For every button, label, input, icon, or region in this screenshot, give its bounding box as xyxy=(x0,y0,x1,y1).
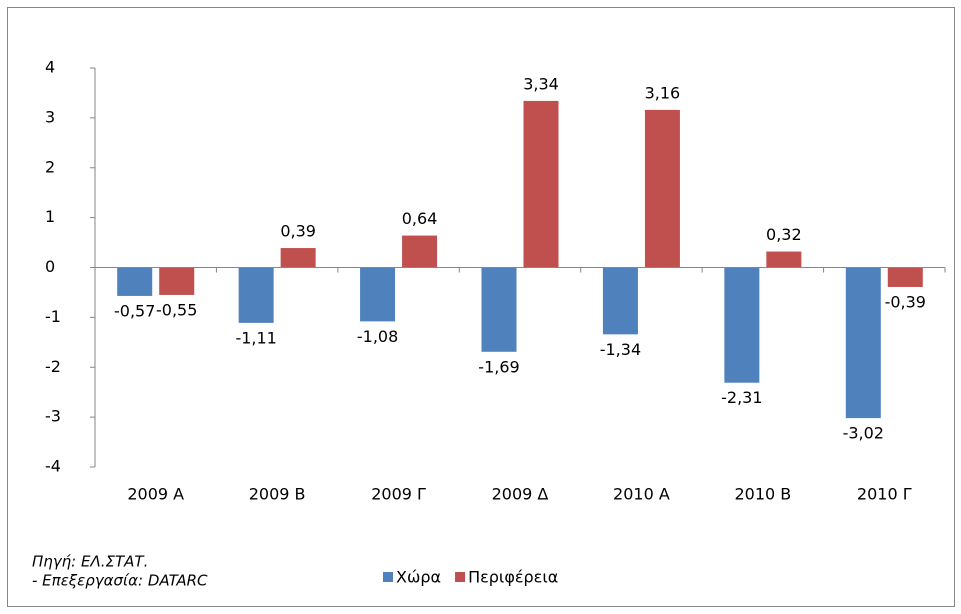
processing-note: - Επεξεργασία: DATARC xyxy=(32,572,208,590)
x-tick-label: 2010 Α xyxy=(613,485,670,504)
x-tick-label: 2009 Β xyxy=(249,485,306,504)
value-label: -1,69 xyxy=(478,357,519,376)
bar xyxy=(238,267,274,323)
bar xyxy=(602,267,638,335)
y-tick-label: -2 xyxy=(45,357,61,376)
legend-label: Περιφέρεια xyxy=(468,568,558,587)
bar xyxy=(766,251,802,268)
value-label: -2,31 xyxy=(721,388,762,407)
value-label: -3,02 xyxy=(843,424,884,443)
bar xyxy=(644,109,680,268)
source-note: Πηγή: ΕΛ.ΣΤΑΤ. xyxy=(32,553,148,571)
bar xyxy=(887,267,923,287)
bar xyxy=(724,267,760,383)
x-tick-label: 2009 Α xyxy=(127,485,184,504)
bar xyxy=(845,267,881,419)
value-label: -0,39 xyxy=(885,292,926,311)
bar xyxy=(280,248,316,268)
bar xyxy=(523,100,559,268)
chart-frame xyxy=(7,7,955,607)
legend-swatch xyxy=(455,572,466,582)
y-tick-label: 4 xyxy=(45,58,55,77)
x-tick-label: 2009 Δ xyxy=(492,485,549,504)
y-tick-label: 0 xyxy=(45,257,55,276)
value-label: -0,57 xyxy=(114,301,155,320)
value-label: 3,16 xyxy=(645,83,681,102)
value-label: -0,55 xyxy=(156,300,197,319)
legend-swatch xyxy=(383,572,393,582)
bar xyxy=(360,267,396,322)
value-label: -1,11 xyxy=(235,328,276,347)
value-label: 3,34 xyxy=(523,74,559,93)
y-tick-label: 3 xyxy=(45,107,55,126)
value-label: 0,39 xyxy=(280,222,316,241)
bar xyxy=(117,267,153,296)
value-label: 0,64 xyxy=(402,209,438,228)
y-tick-label: 1 xyxy=(45,207,55,226)
x-tick-label: 2010 Γ xyxy=(857,485,912,504)
legend-label: Χώρα xyxy=(396,568,441,587)
y-tick-label: -4 xyxy=(45,457,61,476)
bar xyxy=(402,235,438,268)
y-tick-label: -1 xyxy=(45,307,61,326)
value-label: -1,08 xyxy=(357,327,398,346)
x-tick-label: 2010 Β xyxy=(734,485,791,504)
y-tick-label: 2 xyxy=(45,157,55,176)
value-label: -1,34 xyxy=(600,340,641,359)
bar xyxy=(159,267,195,295)
x-tick-label: 2009 Γ xyxy=(371,485,426,504)
value-label: 0,32 xyxy=(766,225,802,244)
bar xyxy=(481,267,517,352)
y-tick-label: -3 xyxy=(45,407,61,426)
